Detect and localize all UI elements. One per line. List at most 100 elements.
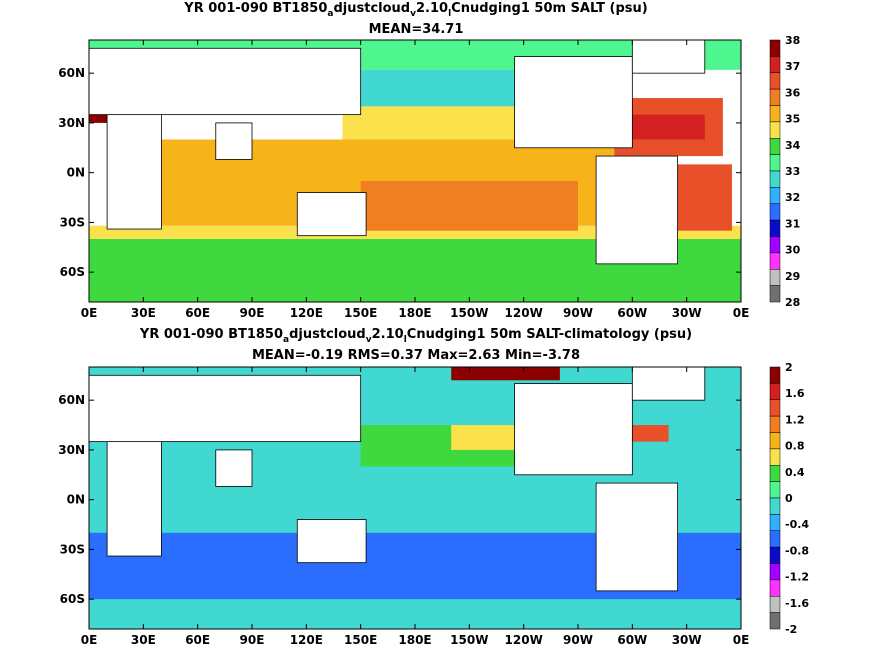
colorbar-tick-label: 37: [785, 60, 800, 73]
top-title: YR 001-090 BT1850adjustcloudv2.10lCnudgi…: [183, 1, 647, 19]
x-tick-label: 0E: [733, 306, 750, 320]
colorbar-tick-label: 38: [785, 34, 800, 47]
colorbar-tick-label: -0.4: [785, 518, 809, 531]
colorbar-tick-label: 0.4: [785, 466, 805, 479]
x-tick-label: 60W: [617, 306, 647, 320]
x-tick-label: 30W: [672, 633, 702, 647]
bottom-title: YR 001-090 BT1850adjustcloudv2.10lCnudgi…: [139, 327, 692, 345]
colorbar-swatch: [769, 383, 781, 400]
x-tick-label: 0E: [81, 306, 98, 320]
x-tick-label: 150W: [450, 306, 488, 320]
colorbar-swatch: [769, 170, 781, 188]
colorbar-tick-label: 28: [785, 296, 800, 309]
colorbar-tick-label: 30: [785, 244, 801, 257]
x-tick-label: 120W: [505, 306, 543, 320]
land-mask-5: [595, 155, 679, 265]
top-map: [88, 39, 741, 302]
x-tick-label: 90W: [563, 633, 593, 647]
colorbar-swatch: [769, 138, 781, 155]
y-tick-label: 30N: [58, 443, 85, 457]
bottom-map: [88, 366, 741, 629]
x-tick-label: 90W: [563, 306, 593, 320]
top-subtitle: MEAN=34.71: [369, 22, 464, 37]
colorbar-swatch: [769, 465, 781, 482]
colorbar-tick-label: -0.8: [785, 544, 809, 557]
colorbar-tick-label: 36: [785, 86, 801, 99]
colorbar-swatch: [769, 481, 781, 499]
x-tick-label: 150E: [344, 306, 377, 320]
colorbar-tick-label: -1.6: [785, 597, 809, 610]
land-mask-4: [514, 56, 633, 149]
y-tick-label: 60S: [60, 592, 85, 606]
colorbar-swatch: [769, 530, 781, 548]
land-mask-2: [215, 449, 253, 487]
colorbar-tick-label: 35: [785, 113, 800, 126]
colorbar-swatch: [769, 285, 781, 303]
field-region-5: [451, 367, 560, 381]
colorbar-tick-label: 2: [785, 361, 793, 374]
x-tick-label: 0E: [733, 633, 750, 647]
x-tick-label: 90E: [240, 306, 265, 320]
colorbar-swatch: [769, 514, 781, 531]
y-tick-label: 30S: [60, 215, 85, 229]
x-tick-label: 60W: [617, 633, 647, 647]
land-mask-2: [215, 122, 253, 160]
x-tick-label: 120E: [290, 633, 323, 647]
colorbar-tick-label: 0: [785, 492, 793, 505]
panel-top: YR 001-090 BT1850adjustcloudv2.10lCnudgi…: [58, 1, 800, 320]
x-tick-label: 150E: [344, 633, 377, 647]
colorbar-swatch: [769, 219, 781, 237]
panel-bottom: YR 001-090 BT1850adjustcloudv2.10lCnudgi…: [58, 327, 809, 647]
colorbar-swatch: [769, 579, 781, 597]
land-mask-3: [296, 519, 367, 564]
colorbar-tick-label: 1.2: [785, 413, 805, 426]
colorbar-tick-label: 0.8: [785, 440, 805, 453]
land-mask-4: [514, 383, 633, 476]
field-region-9: [668, 164, 732, 231]
colorbar-swatch: [769, 497, 781, 515]
colorbar-tick-label: 29: [785, 270, 800, 283]
field-region-8: [632, 114, 705, 140]
colorbar-swatch: [769, 415, 781, 433]
bottom-colorbar: 2 1.6 1.2 0.8 0.4 0 -0.4 -0.8 -1.2 -1.6 -2: [769, 361, 809, 636]
top-colorbar: 38 37 36 35 34 33 32 31 30 29 28: [769, 34, 801, 309]
bottom-subtitle: MEAN=-0.19 RMS=0.37 Max=2.63 Min=-3.78: [252, 348, 580, 363]
land-mask-1: [88, 47, 362, 116]
colorbar-swatch: [769, 56, 781, 73]
colorbar-swatch: [769, 563, 781, 581]
x-tick-label: 60E: [185, 306, 210, 320]
y-tick-label: 0N: [67, 166, 85, 180]
x-tick-label: 0E: [81, 633, 98, 647]
land-mask-0: [106, 441, 162, 557]
colorbar-tick-label: -1.2: [785, 571, 809, 584]
x-tick-label: 180E: [398, 633, 431, 647]
top-axes: 0E 30E 60E 90E 120E 150E 180E 150W 120W 90W 60W 30W…: [58, 39, 750, 320]
x-tick-label: 120W: [505, 633, 543, 647]
colorbar-tick-label: 32: [785, 191, 800, 204]
colorbar-swatch: [769, 596, 781, 613]
colorbar-swatch: [769, 203, 781, 221]
colorbar-swatch: [769, 88, 781, 106]
y-tick-label: 60N: [58, 66, 85, 80]
colorbar-swatch: [769, 187, 781, 204]
colorbar-swatch: [769, 612, 781, 630]
land-mask-1: [88, 374, 362, 443]
colorbar-swatch: [769, 399, 781, 417]
field-region-6: [360, 69, 524, 107]
colorbar-swatch: [769, 236, 781, 254]
y-tick-label: 60S: [60, 265, 85, 279]
colorbar-tick-label: 31: [785, 217, 800, 230]
field-region-4: [179, 180, 271, 223]
field-region-5: [342, 106, 542, 140]
y-tick-label: 30S: [60, 542, 85, 556]
colorbar-swatch: [769, 72, 781, 90]
x-tick-label: 60E: [185, 633, 210, 647]
colorbar-swatch: [769, 121, 781, 139]
colorbar-swatch: [769, 432, 781, 450]
colorbar-swatch: [769, 269, 781, 286]
land-mask-6: [631, 366, 706, 401]
field-region-3: [360, 180, 578, 231]
colorbar-swatch: [769, 546, 781, 564]
colorbar-tick-label: 34: [785, 139, 801, 152]
x-tick-label: 30E: [131, 306, 156, 320]
